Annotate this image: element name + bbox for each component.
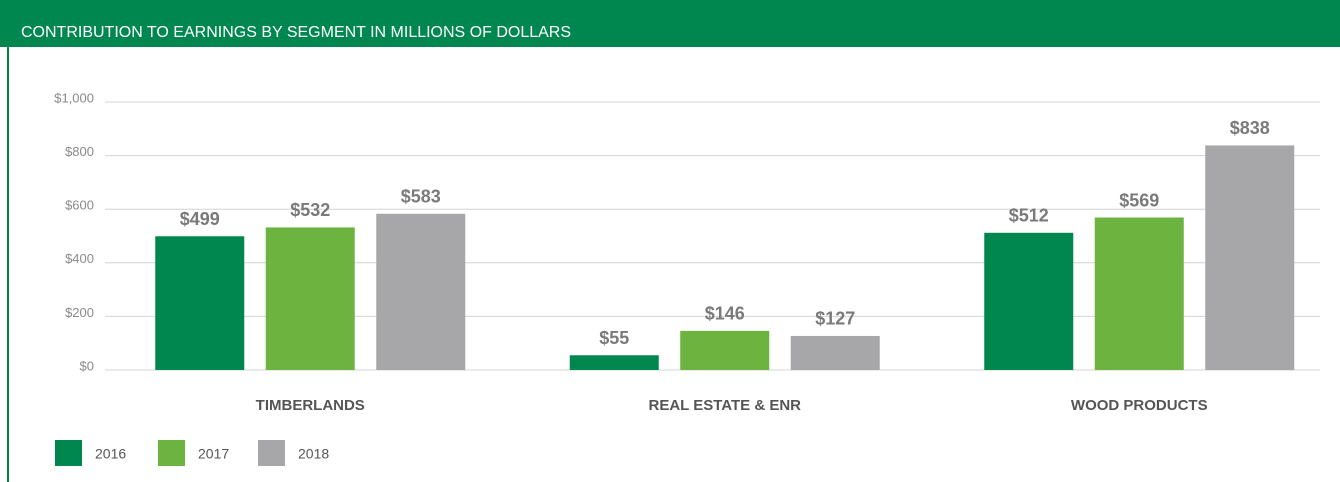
- legend-label: 2018: [298, 446, 329, 462]
- left-border: [7, 0, 9, 482]
- chart-title: CONTRIBUTION TO EARNINGS BY SEGMENT IN M…: [21, 24, 571, 41]
- bar: [680, 330, 770, 370]
- legend-label: 2016: [95, 446, 126, 462]
- y-tick-label: $800: [65, 144, 94, 159]
- legend-label: 2017: [198, 446, 229, 462]
- bar: [1205, 145, 1295, 370]
- x-tick-label: WOOD PRODUCTS: [1071, 397, 1208, 414]
- y-tick-label: $600: [65, 198, 94, 213]
- value-label: $127: [815, 309, 855, 329]
- y-tick-label: $200: [65, 305, 94, 320]
- bar: [265, 227, 355, 370]
- y-tick-label: $400: [65, 251, 94, 266]
- value-label: $146: [705, 304, 745, 324]
- value-label: $838: [1230, 118, 1270, 138]
- value-label: $55: [599, 328, 629, 348]
- bar: [376, 213, 466, 370]
- bar: [155, 236, 245, 370]
- value-label: $512: [1009, 206, 1049, 226]
- y-tick-label: $1,000: [54, 90, 94, 105]
- value-label: $583: [401, 187, 441, 207]
- value-label: $569: [1119, 190, 1159, 210]
- bar: [1094, 217, 1184, 370]
- value-label: $532: [290, 200, 330, 220]
- value-label: $499: [180, 209, 220, 229]
- y-tick-label: $0: [80, 358, 94, 373]
- bar: [790, 335, 880, 370]
- legend-swatch: [258, 440, 285, 466]
- header-bar: [0, 0, 1340, 47]
- x-tick-label: TIMBERLANDS: [256, 397, 365, 414]
- x-tick-label: REAL ESTATE & ENR: [648, 397, 801, 414]
- legend-swatch: [158, 440, 185, 466]
- bar: [984, 232, 1074, 370]
- legend-swatch: [55, 440, 82, 466]
- bar: [569, 355, 659, 370]
